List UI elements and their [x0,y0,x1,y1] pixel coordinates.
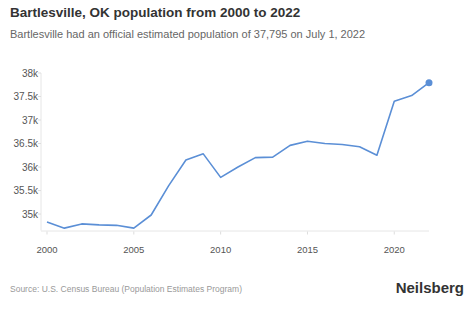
y-tick-label: 36k [22,162,39,173]
x-tick [307,232,308,235]
y-tick [38,96,41,97]
y-tick [38,120,41,121]
y-tick [38,214,41,215]
brand: Neilsberg [396,279,464,296]
subtitle: Bartlesville had an official estimated p… [10,28,365,40]
y-tick-label: 38k [22,68,39,79]
y-tick-label: 35.5k [14,185,39,196]
x-tick-label: 2015 [297,244,318,255]
y-tick [38,73,41,74]
x-tick-label: 2020 [384,244,405,255]
chart: Bartlesville, OK population from 2000 to… [0,0,474,316]
y-tick-label: 37k [22,115,39,126]
y-tick [38,167,41,168]
y-tick [38,143,41,144]
page: {"chart_data": {"type": "line", "title":… [0,0,474,316]
source: Source: U.S. Census Bureau (Population E… [10,284,242,294]
x-tick-label: 2000 [36,244,57,255]
x-tick [220,232,221,235]
x-tick [133,232,134,235]
y-tick [38,190,41,191]
x-tick-label: 2010 [210,244,231,255]
y-tick-label: 35k [22,209,39,220]
x-tick-label: 2005 [123,244,144,255]
y-tick-label: 37.5k [14,91,39,102]
x-axis-line [41,231,429,232]
title: Bartlesville, OK population from 2000 to… [10,5,300,20]
plot-area [47,79,433,228]
end-point [426,79,433,86]
x-tick [47,232,48,235]
x-tick [394,232,395,235]
y-tick-label: 36.5k [14,138,39,149]
population-line [47,83,429,229]
